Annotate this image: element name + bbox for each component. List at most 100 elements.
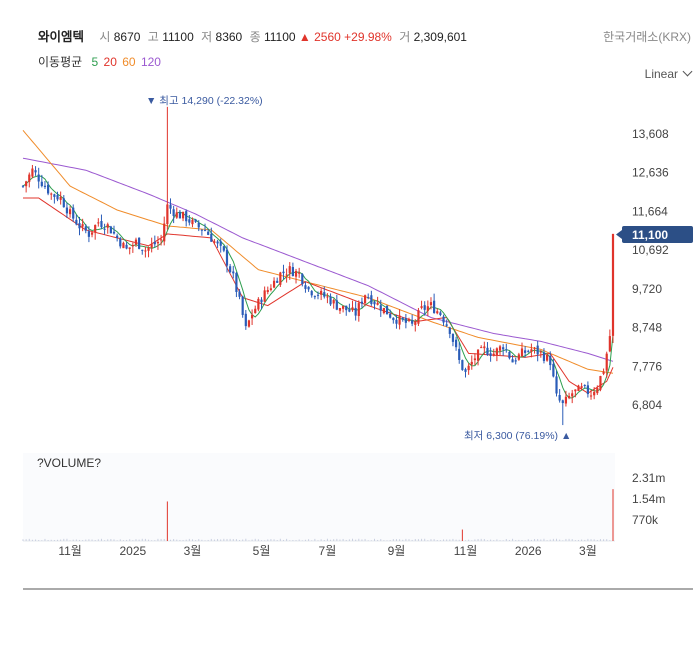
candle xyxy=(90,232,94,238)
candle xyxy=(385,305,389,315)
candle xyxy=(172,205,175,224)
low-label: 저 xyxy=(201,30,213,44)
volume-tick-label: 2.31m xyxy=(632,471,665,485)
candle xyxy=(112,225,116,235)
candle xyxy=(442,314,445,327)
candle xyxy=(138,237,141,250)
candle xyxy=(87,226,91,243)
candle xyxy=(492,348,495,357)
candle xyxy=(153,235,156,248)
quote-header: 와이엠텍 시 8670 고 11100 저 8360 종 11100 ▲ 256… xyxy=(38,26,467,45)
candle xyxy=(37,167,40,189)
ma-legend-5[interactable]: 5 xyxy=(91,55,99,69)
volume-value: 2,309,601 xyxy=(413,30,467,44)
candle xyxy=(401,316,404,322)
candle xyxy=(94,224,97,240)
candle xyxy=(351,300,354,312)
candle xyxy=(567,392,571,400)
candle xyxy=(62,195,65,208)
candle xyxy=(229,263,232,274)
candle xyxy=(467,363,470,375)
scale-toggle-label: Linear xyxy=(644,67,678,81)
candle xyxy=(417,307,420,326)
candle xyxy=(517,352,520,361)
volume-pane xyxy=(23,453,615,541)
candle xyxy=(181,211,185,222)
open-value: 8670 xyxy=(113,30,141,44)
candle xyxy=(213,239,216,245)
candle xyxy=(194,218,197,224)
candle xyxy=(260,297,263,310)
candle xyxy=(451,333,455,347)
max-price-annotation: ▼ 최고 14,290 (-22.32%) xyxy=(146,95,263,107)
candle xyxy=(586,381,589,398)
time-axis: 11월 2025 3월 5월 7월 9월 11월 2026 3월 xyxy=(58,544,596,558)
candle xyxy=(169,198,172,214)
volume-tick-label: 770k xyxy=(632,513,659,527)
close-label: 종 xyxy=(249,30,261,44)
candle xyxy=(596,385,599,395)
candle xyxy=(476,349,480,366)
candle xyxy=(141,249,144,255)
candle xyxy=(75,214,78,226)
candle xyxy=(232,265,235,279)
stock-name: 와이엠텍 xyxy=(38,30,85,44)
candle xyxy=(360,297,364,308)
candle xyxy=(100,214,103,230)
volume-pane-label: ?VOLUME? xyxy=(37,456,101,470)
candle xyxy=(50,192,53,200)
candle xyxy=(159,234,163,246)
candle xyxy=(392,317,395,324)
exchange-label: 한국거래소(KRX) xyxy=(603,30,691,44)
candle xyxy=(219,238,222,253)
candle xyxy=(335,294,338,311)
candle xyxy=(43,180,47,189)
candle xyxy=(78,216,81,236)
candle xyxy=(40,174,43,188)
candle xyxy=(128,247,131,255)
time-tick-label: 2025 xyxy=(119,544,146,558)
price-pane xyxy=(23,87,615,450)
candle xyxy=(436,308,439,315)
candle xyxy=(119,236,122,249)
ma-legend-120[interactable]: 120 xyxy=(140,55,161,69)
candle xyxy=(558,388,561,403)
current-price-tag-bg xyxy=(622,226,693,243)
current-price-tag: 11,100 xyxy=(616,226,693,243)
price-tick-label: 12,636 xyxy=(632,166,669,180)
candle xyxy=(489,347,492,362)
candle xyxy=(605,351,608,378)
candle xyxy=(602,368,605,376)
time-tick-label: 11월 xyxy=(58,544,82,558)
ma-legend-60[interactable]: 60 xyxy=(122,55,136,69)
candle xyxy=(294,268,298,284)
candle xyxy=(147,246,150,258)
candle xyxy=(552,358,555,378)
candle xyxy=(56,191,59,202)
candle xyxy=(445,319,448,328)
candle xyxy=(429,297,433,310)
volume-label: 거 xyxy=(399,30,411,44)
candle xyxy=(81,218,84,232)
candle xyxy=(197,220,200,232)
candle xyxy=(376,296,379,306)
candle xyxy=(545,352,549,362)
ma-legend: 이동평균 5 20 60 120 xyxy=(38,53,163,70)
candle xyxy=(97,218,100,227)
ma-legend-20[interactable]: 20 xyxy=(103,55,117,69)
min-price-annotation: 최저 6,300 (76.19%) ▲ xyxy=(464,430,571,442)
candle xyxy=(269,284,273,292)
candle xyxy=(166,106,169,230)
candle xyxy=(495,347,498,362)
candle xyxy=(483,341,486,355)
candle xyxy=(580,382,583,391)
candle xyxy=(244,310,247,330)
scale-toggle-button[interactable]: Linear xyxy=(644,66,693,81)
candle xyxy=(291,262,294,277)
high-label: 고 xyxy=(147,30,159,44)
time-tick-label: 2026 xyxy=(515,544,542,558)
candle xyxy=(505,343,508,353)
candle xyxy=(454,336,458,351)
candle xyxy=(257,297,260,312)
